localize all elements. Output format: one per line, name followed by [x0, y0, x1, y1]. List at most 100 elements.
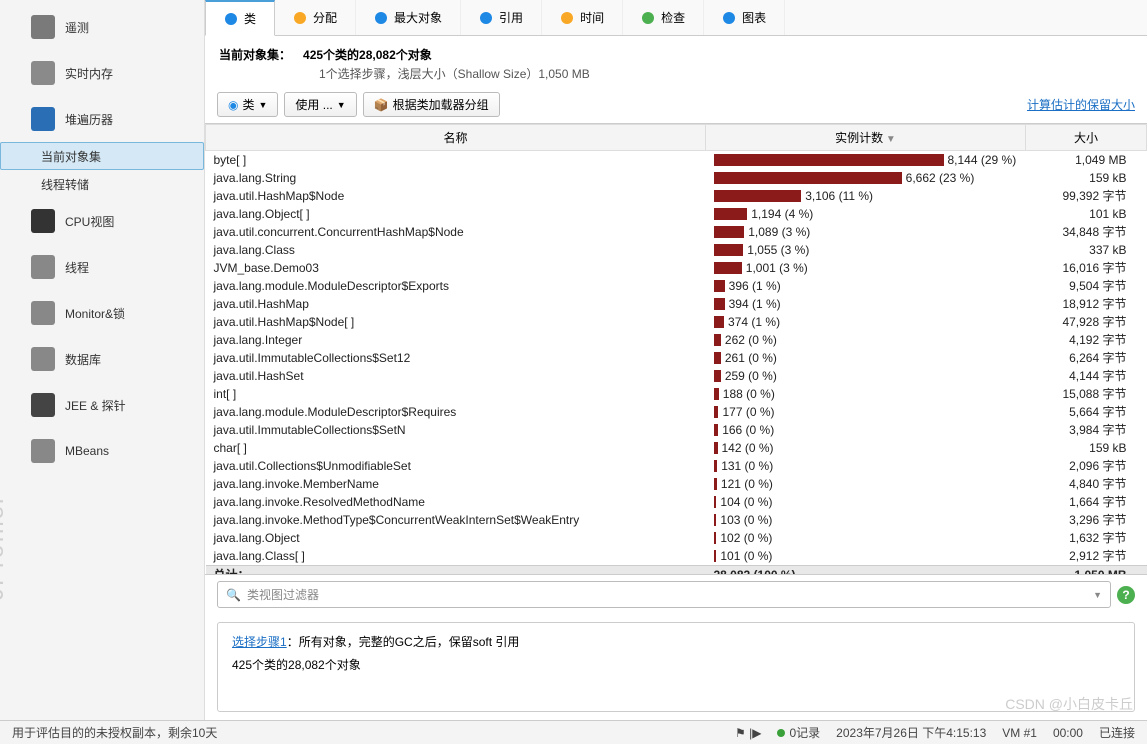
cell-size: 1,049 MB	[1026, 151, 1147, 170]
sidebar-icon	[29, 345, 57, 373]
cell-size: 4,144 字节	[1026, 367, 1147, 385]
table-row[interactable]: java.lang.Object[ ]1,194 (4 %)101 kB	[206, 205, 1147, 223]
cell-count: 8,144 (29 %)	[706, 151, 1026, 170]
class-dropdown-button[interactable]: ◉类▼	[217, 92, 278, 117]
cell-count: 394 (1 %)	[706, 295, 1026, 313]
col-count[interactable]: 实例计数	[706, 125, 1026, 151]
license-status: 用于评估目的的未授权副本，剩余10天	[0, 724, 229, 741]
sidebar-item-label: 线程	[65, 259, 89, 276]
tab-label: 图表	[742, 9, 766, 26]
cell-count: 259 (0 %)	[706, 367, 1026, 385]
cell-name: JVM_base.Demo03	[206, 259, 706, 277]
table-total-row: 总计：28,082 (100 %)1,050 MB	[206, 566, 1147, 575]
tab[interactable]: 时间	[542, 0, 623, 35]
table-row[interactable]: java.lang.Integer262 (0 %)4,192 字节	[206, 331, 1147, 349]
sidebar-item[interactable]: 堆遍历器	[0, 96, 204, 142]
sidebar-icon	[29, 253, 57, 281]
sidebar-item-label: 遥测	[65, 19, 89, 36]
calc-retained-link[interactable]: 计算估计的保留大小	[1027, 96, 1135, 113]
sidebar-item[interactable]: 实时内存	[0, 50, 204, 96]
brand-vertical: JProfiler	[0, 494, 10, 600]
table-row[interactable]: int[ ]188 (0 %)15,088 字节	[206, 385, 1147, 403]
cell-count: 188 (0 %)	[706, 385, 1026, 403]
filter-input[interactable]: 🔍 类视图过滤器▼	[217, 581, 1111, 608]
vm-id: VM #1	[1002, 726, 1037, 740]
cell-size: 34,848 字节	[1026, 223, 1147, 241]
table-row[interactable]: java.lang.Class[ ]101 (0 %)2,912 字节	[206, 547, 1147, 566]
table-row[interactable]: java.util.HashSet259 (0 %)4,144 字节	[206, 367, 1147, 385]
table-row[interactable]: java.util.ImmutableCollections$SetN166 (…	[206, 421, 1147, 439]
table-row[interactable]: byte[ ]8,144 (29 %)1,049 MB	[206, 151, 1147, 170]
cell-size: 99,392 字节	[1026, 187, 1147, 205]
tab[interactable]: 图表	[704, 0, 785, 35]
table-row[interactable]: java.lang.Object102 (0 %)1,632 字节	[206, 529, 1147, 547]
table-row[interactable]: java.util.HashMap$Node[ ]374 (1 %)47,928…	[206, 313, 1147, 331]
sidebar-item[interactable]: MBeans	[0, 428, 204, 474]
table-row[interactable]: JVM_base.Demo031,001 (3 %)16,016 字节	[206, 259, 1147, 277]
tab[interactable]: 类	[205, 0, 275, 36]
cell-size: 4,192 字节	[1026, 331, 1147, 349]
cell-size: 9,504 字节	[1026, 277, 1147, 295]
table-row[interactable]: java.lang.Class1,055 (3 %)337 kB	[206, 241, 1147, 259]
sidebar-item[interactable]: Monitor&锁	[0, 290, 204, 336]
sidebar-icon	[29, 391, 57, 419]
col-name[interactable]: 名称	[206, 125, 706, 151]
tab-icon	[722, 11, 736, 25]
tab[interactable]: 分配	[275, 0, 356, 35]
sidebar-icon	[29, 437, 57, 465]
cell-count: 6,662 (23 %)	[706, 169, 1026, 187]
col-size[interactable]: 大小	[1026, 125, 1147, 151]
table-row[interactable]: java.util.ImmutableCollections$Set12261 …	[206, 349, 1147, 367]
cell-count: 131 (0 %)	[706, 457, 1026, 475]
cell-count: 142 (0 %)	[706, 439, 1026, 457]
tab-label: 类	[244, 10, 256, 27]
sidebar-item[interactable]: 线程转储	[0, 170, 204, 198]
table-row[interactable]: char[ ]142 (0 %)159 kB	[206, 439, 1147, 457]
table-row[interactable]: java.lang.invoke.MethodType$ConcurrentWe…	[206, 511, 1147, 529]
snapshot-time: 2023年7月26日 下午4:15:13	[836, 724, 986, 741]
sidebar-item-label: Monitor&锁	[65, 305, 125, 322]
sidebar-item[interactable]: 当前对象集	[0, 142, 204, 170]
tab-icon	[641, 11, 655, 25]
sidebar-icon	[29, 299, 57, 327]
table-row[interactable]: java.lang.invoke.ResolvedMethodName104 (…	[206, 493, 1147, 511]
cell-count: 396 (1 %)	[706, 277, 1026, 295]
table-row[interactable]: java.lang.String6,662 (23 %)159 kB	[206, 169, 1147, 187]
table-row[interactable]: java.lang.module.ModuleDescriptor$Export…	[206, 277, 1147, 295]
cell-name: java.lang.invoke.MethodType$ConcurrentWe…	[206, 511, 706, 529]
cell-name: java.util.HashMap$Node	[206, 187, 706, 205]
selection-step-link[interactable]: 选择步骤1	[232, 635, 287, 649]
sidebar-item[interactable]: JEE & 探针	[0, 382, 204, 428]
sidebar-item[interactable]: CPU视图	[0, 198, 204, 244]
group-by-classloader-button[interactable]: 📦根据类加载器分组	[363, 92, 500, 117]
use-dropdown-button[interactable]: 使用 ...▼	[284, 92, 356, 117]
cell-size: 16,016 字节	[1026, 259, 1147, 277]
tab[interactable]: 引用	[461, 0, 542, 35]
cell-count: 1,089 (3 %)	[706, 223, 1026, 241]
info-box: 选择步骤1：所有对象，完整的GC之后，保留soft 引用 425个类的28,08…	[217, 622, 1135, 712]
table-row[interactable]: java.util.Collections$UnmodifiableSet131…	[206, 457, 1147, 475]
help-icon[interactable]: ?	[1117, 586, 1135, 604]
tab[interactable]: 检查	[623, 0, 704, 35]
tab-icon	[293, 11, 307, 25]
header-label: 当前对象集：	[219, 46, 291, 63]
cell-count: 261 (0 %)	[706, 349, 1026, 367]
sidebar-item[interactable]: 线程	[0, 244, 204, 290]
tab-icon	[374, 11, 388, 25]
tab[interactable]: 最大对象	[356, 0, 461, 35]
table-row[interactable]: java.util.HashMap394 (1 %)18,912 字节	[206, 295, 1147, 313]
cell-name: java.lang.Class[ ]	[206, 547, 706, 566]
sidebar-item[interactable]: 数据库	[0, 336, 204, 382]
table-row[interactable]: java.lang.module.ModuleDescriptor$Requir…	[206, 403, 1147, 421]
cell-size: 47,928 字节	[1026, 313, 1147, 331]
table-row[interactable]: java.lang.invoke.MemberName121 (0 %)4,84…	[206, 475, 1147, 493]
sidebar-item[interactable]: 遥测	[0, 4, 204, 50]
tab-icon	[479, 11, 493, 25]
flag-icons[interactable]: ⚑ |▶	[735, 726, 761, 740]
cell-count: 1,001 (3 %)	[706, 259, 1026, 277]
table-row[interactable]: java.util.HashMap$Node3,106 (11 %)99,392…	[206, 187, 1147, 205]
cell-name: java.lang.module.ModuleDescriptor$Export…	[206, 277, 706, 295]
cell-name: java.util.ImmutableCollections$SetN	[206, 421, 706, 439]
cell-count: 374 (1 %)	[706, 313, 1026, 331]
table-row[interactable]: java.util.concurrent.ConcurrentHashMap$N…	[206, 223, 1147, 241]
